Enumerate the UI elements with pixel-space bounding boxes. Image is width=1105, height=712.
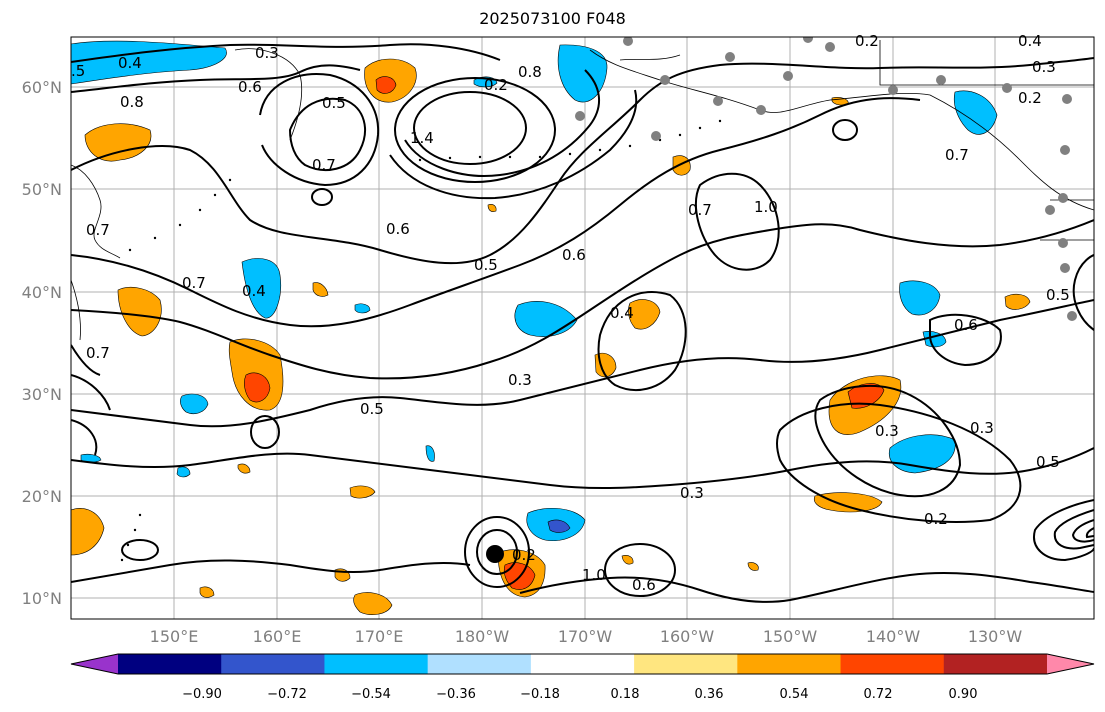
contour-label: 0.6 bbox=[562, 246, 586, 264]
longitude-labels: 150°E 160°E 170°E 180°W 170°W 160°W 150°… bbox=[150, 627, 1023, 646]
contour-label: 0.3 bbox=[255, 44, 279, 62]
contour-label: 0.4 bbox=[118, 54, 142, 72]
contour-label: 0.5 bbox=[322, 94, 346, 112]
map-frame bbox=[70, 36, 1095, 620]
map-title: 2025073100 F048 bbox=[479, 9, 626, 28]
contour-lines bbox=[71, 43, 1094, 603]
colorbar-segment bbox=[634, 654, 738, 674]
contour-label: 0.3 bbox=[970, 419, 994, 437]
contour-label: 0.4 bbox=[1018, 32, 1042, 50]
map-panel bbox=[71, 37, 1094, 619]
contour-label: 0.2 bbox=[1018, 89, 1042, 107]
lat-label: 60°N bbox=[22, 78, 62, 97]
colorbar-tick-label: 0.18 bbox=[611, 687, 640, 702]
contour-label: 0.5 bbox=[1036, 453, 1060, 471]
colorbar-segment bbox=[840, 654, 945, 674]
colorbar-outline bbox=[70, 653, 1095, 675]
negative-anomaly-shading bbox=[71, 40, 998, 541]
lon-label: 160°E bbox=[253, 627, 302, 646]
contour-label: 0.2 bbox=[484, 76, 508, 94]
colorbar-tick-label: −0.36 bbox=[436, 687, 476, 702]
contour-label: 0.8 bbox=[120, 93, 144, 111]
contour-label: 0.5 bbox=[1046, 286, 1070, 304]
contour-label: 0.2 bbox=[855, 32, 879, 50]
lon-label: 150°E bbox=[150, 627, 199, 646]
colorbar-tick-label: 0.72 bbox=[864, 687, 893, 702]
contour-label: 0.3 bbox=[680, 484, 704, 502]
lat-label: 50°N bbox=[22, 180, 62, 199]
contour-label: 0.7 bbox=[182, 274, 206, 292]
colorbar bbox=[70, 653, 1095, 675]
contour-label: 1.4 bbox=[410, 129, 434, 147]
contour-label: 0.3 bbox=[1032, 58, 1056, 76]
lat-label: 30°N bbox=[22, 385, 62, 404]
colorbar-tick-label: −0.72 bbox=[267, 687, 307, 702]
lon-label: 140°W bbox=[866, 627, 921, 646]
latitude-labels: 60°N 50°N 40°N 30°N 20°N 10°N bbox=[22, 78, 62, 608]
colorbar-extend-low bbox=[71, 654, 118, 674]
contour-label: .5 bbox=[71, 62, 85, 80]
contour-label: 0.2 bbox=[512, 546, 536, 564]
contour-label: 0.3 bbox=[508, 371, 532, 389]
contour-label: 0.3 bbox=[875, 422, 899, 440]
lon-label: 170°E bbox=[355, 627, 404, 646]
colorbar-tick-label: −0.18 bbox=[520, 687, 560, 702]
colorbar-tick-label: 0.54 bbox=[780, 687, 809, 702]
lon-label: 180°W bbox=[455, 627, 510, 646]
colorbar-segment bbox=[118, 654, 222, 674]
colorbar-tick-label: 0.90 bbox=[949, 687, 978, 702]
lat-label: 20°N bbox=[22, 487, 62, 506]
contour-label: 0.6 bbox=[954, 316, 978, 334]
contour-label: 0.7 bbox=[688, 201, 712, 219]
contour-label-group: 0.3 0.4 .5 0.8 0.6 0.5 0.7 1.4 0.8 0.2 0… bbox=[71, 32, 1070, 594]
contour-label: 0.6 bbox=[632, 576, 656, 594]
contour-label: 0.7 bbox=[312, 156, 336, 174]
colorbar-tick-label: 0.36 bbox=[695, 687, 724, 702]
contour-label: 0.4 bbox=[610, 304, 634, 322]
contour-label: 0.6 bbox=[386, 220, 410, 238]
colorbar-tick-label: −0.90 bbox=[182, 687, 222, 702]
colorbar-tick-label: −0.54 bbox=[351, 687, 391, 702]
contour-label: 1.0 bbox=[582, 566, 606, 584]
island-chain bbox=[120, 119, 722, 562]
colorbar-segment bbox=[221, 654, 325, 674]
lon-label: 150°W bbox=[763, 627, 818, 646]
contour-label: 0.7 bbox=[86, 221, 110, 239]
lon-label: 170°W bbox=[558, 627, 613, 646]
colorbar-tick-labels: −0.90 −0.72 −0.54 −0.36 −0.18 0.18 0.36 … bbox=[182, 687, 977, 702]
contour-label: 0.8 bbox=[518, 63, 542, 81]
colorbar-segment bbox=[324, 654, 429, 674]
storm-center-marker bbox=[486, 545, 504, 563]
contour-label: 0.7 bbox=[86, 344, 110, 362]
colorbar-segment bbox=[530, 654, 635, 674]
contour-label: 0.5 bbox=[360, 400, 384, 418]
colorbar-segment bbox=[427, 654, 532, 674]
colorbar-segment bbox=[737, 654, 842, 674]
contour-label: 0.4 bbox=[242, 282, 266, 300]
contour-label: 0.7 bbox=[945, 146, 969, 164]
contour-label: 1.0 bbox=[754, 198, 778, 216]
lon-label: 160°W bbox=[660, 627, 715, 646]
contour-label: 0.2 bbox=[924, 510, 948, 528]
colorbar-segment bbox=[943, 654, 1048, 674]
lat-label: 10°N bbox=[22, 589, 62, 608]
lat-label: 40°N bbox=[22, 283, 62, 302]
contour-label: 0.6 bbox=[238, 78, 262, 96]
lon-label: 130°W bbox=[968, 627, 1023, 646]
station-markers bbox=[575, 37, 1077, 321]
colorbar-extend-high bbox=[1047, 654, 1094, 674]
contour-label: 0.5 bbox=[474, 256, 498, 274]
